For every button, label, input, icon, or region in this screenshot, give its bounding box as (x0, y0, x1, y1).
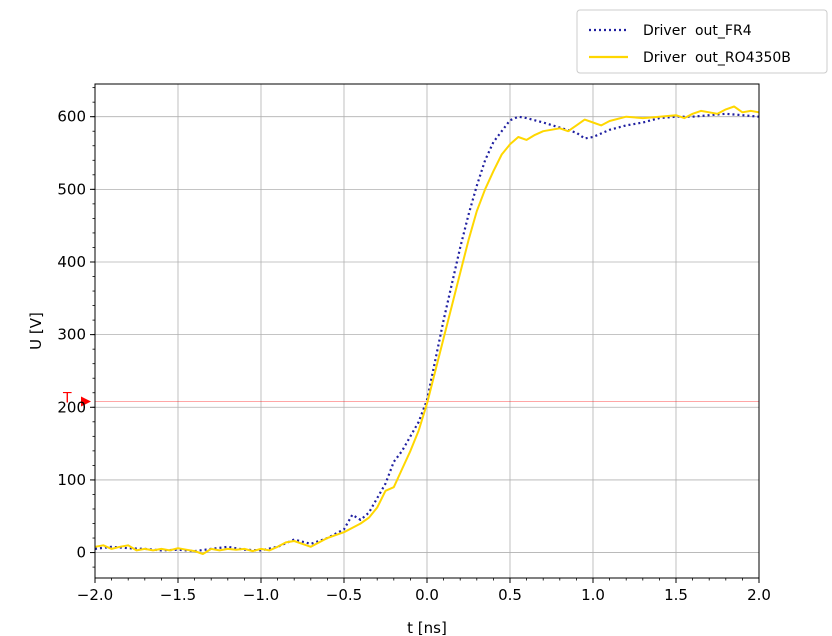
y-axis: 0 100 200 300 400 500 600 (57, 87, 95, 568)
series-line-0 (94, 112, 760, 553)
y-tick-label: 300 (57, 326, 86, 344)
threshold-label: T (62, 390, 72, 406)
legend: Driver out_FR4 Driver out_RO4350B (576, 9, 828, 74)
y-axis-label: U [V] (27, 312, 45, 350)
y-tick-label: 600 (57, 108, 86, 126)
x-tick-label: 2.0 (747, 586, 771, 604)
series-line-1 (94, 105, 760, 555)
series-lines (94, 105, 760, 555)
x-tick-label: −1.0 (243, 586, 279, 604)
x-tick-label: −1.5 (160, 586, 196, 604)
y-tick-label: 400 (57, 253, 86, 271)
x-tick-label: −0.5 (326, 586, 362, 604)
legend-box (576, 9, 828, 74)
x-tick-label: 1.0 (581, 586, 605, 604)
threshold-arrow (81, 396, 91, 407)
x-tick-label: −2.0 (77, 586, 113, 604)
y-tick-label: 500 (57, 180, 86, 198)
x-tick-label: 1.5 (664, 586, 688, 604)
y-tick-label: 200 (57, 398, 86, 416)
grid (94, 84, 760, 578)
y-tick-label: 0 (76, 544, 86, 562)
x-tick-label: 0.0 (415, 586, 439, 604)
legend-label-ro4350b: Driver out_RO4350B (643, 50, 791, 66)
legend-label-fr4: Driver out_FR4 (643, 23, 752, 39)
y-tick-label: 100 (57, 471, 86, 489)
x-axis: −2.0 −1.5 −1.0 −0.5 0.0 0.5 1.0 1.5 2.0 (77, 578, 771, 604)
x-tick-label: 0.5 (498, 586, 522, 604)
x-axis-label: t [ns] (407, 619, 447, 636)
threshold-marker: T (62, 390, 759, 407)
